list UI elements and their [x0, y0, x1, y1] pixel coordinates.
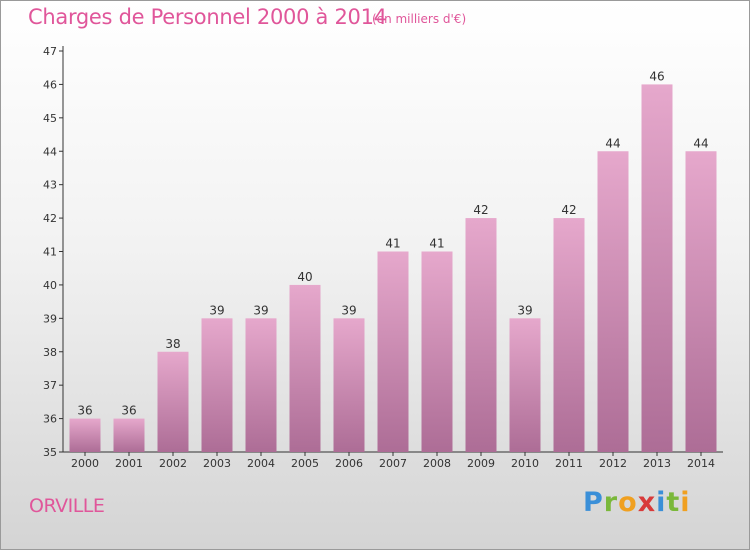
y-tick-label: 45 — [43, 112, 57, 125]
proxiti-logo[interactable]: Proxiti — [583, 487, 691, 518]
bar-value-label: 42 — [473, 203, 488, 217]
y-tick-label: 41 — [43, 246, 57, 259]
bar — [69, 418, 101, 452]
bar — [289, 284, 321, 452]
bar-value-label: 36 — [121, 404, 136, 418]
bar-value-label: 39 — [209, 303, 224, 317]
bar-value-label: 36 — [77, 404, 92, 418]
axes: 35 36 37 38 39 40 41 42 43 44 45 46 47 2000 2001 2002 20… — [43, 45, 723, 470]
bar-value-label: 39 — [253, 303, 268, 317]
y-tick-label: 44 — [43, 145, 57, 158]
x-tick-label: 2006 — [335, 457, 363, 470]
logo-letter: r — [603, 487, 619, 518]
x-tick-label: 2008 — [423, 457, 451, 470]
bar-value-label: 42 — [561, 203, 576, 217]
bar — [377, 251, 409, 452]
bar — [641, 84, 673, 453]
x-tick-label: 2000 — [71, 457, 99, 470]
bar — [201, 318, 233, 452]
x-tick-label: 2007 — [379, 457, 407, 470]
bar — [245, 318, 277, 452]
y-tick-label: 46 — [43, 78, 57, 91]
bar — [597, 151, 629, 452]
y-tick-label: 43 — [43, 179, 57, 192]
bar-value-label: 44 — [693, 136, 708, 150]
y-tick-label: 39 — [43, 312, 57, 325]
bar — [421, 251, 453, 452]
bar — [685, 151, 717, 452]
chart-title: Charges de Personnel 2000 à 2014 — [28, 5, 387, 29]
x-tick-label: 2014 — [687, 457, 715, 470]
x-tick-label: 2004 — [247, 457, 275, 470]
x-tick-label: 2001 — [115, 457, 143, 470]
logo-letter: t — [666, 487, 681, 518]
bars — [69, 84, 717, 453]
y-tick-label: 40 — [43, 279, 57, 292]
x-tick-label: 2013 — [643, 457, 671, 470]
bar — [465, 218, 497, 452]
bar-value-label: 39 — [517, 303, 532, 317]
bar — [553, 218, 585, 452]
bar-value-label: 46 — [649, 69, 664, 83]
x-tick-label: 2002 — [159, 457, 187, 470]
bar-value-label: 41 — [429, 237, 444, 251]
y-tick-label: 35 — [43, 446, 57, 459]
bar-value-label: 44 — [605, 136, 620, 150]
x-tick-label: 2011 — [555, 457, 583, 470]
x-tick-label: 2009 — [467, 457, 495, 470]
town-name: ORVILLE — [29, 495, 105, 517]
x-tick-label: 2005 — [291, 457, 319, 470]
logo-letter: i — [680, 487, 691, 518]
bar — [509, 318, 541, 452]
bar — [113, 418, 145, 452]
bar-value-label: 38 — [165, 337, 180, 351]
bar — [333, 318, 365, 452]
y-tick-label: 42 — [43, 212, 57, 225]
logo-letter: o — [618, 487, 638, 518]
logo-letter: x — [637, 487, 657, 518]
logo-letter: P — [583, 487, 604, 518]
y-tick-label: 36 — [43, 413, 57, 426]
y-tick-label: 38 — [43, 346, 57, 359]
y-tick-label: 37 — [43, 379, 57, 392]
x-tick-label: 2010 — [511, 457, 539, 470]
bar — [157, 351, 189, 452]
x-tick-label: 2003 — [203, 457, 231, 470]
logo-letter: i — [656, 487, 667, 518]
bar-value-label: 39 — [341, 303, 356, 317]
x-tick-label: 2012 — [599, 457, 627, 470]
bar-value-label: 40 — [297, 270, 312, 284]
bar-value-label: 41 — [385, 237, 400, 251]
chart-subtitle: (en milliers d'€) — [372, 12, 467, 26]
data-labels: 36 36 38 39 39 40 39 41 41 42 39 42 44 46 44 — [77, 69, 708, 417]
y-tick-label: 47 — [43, 45, 57, 58]
